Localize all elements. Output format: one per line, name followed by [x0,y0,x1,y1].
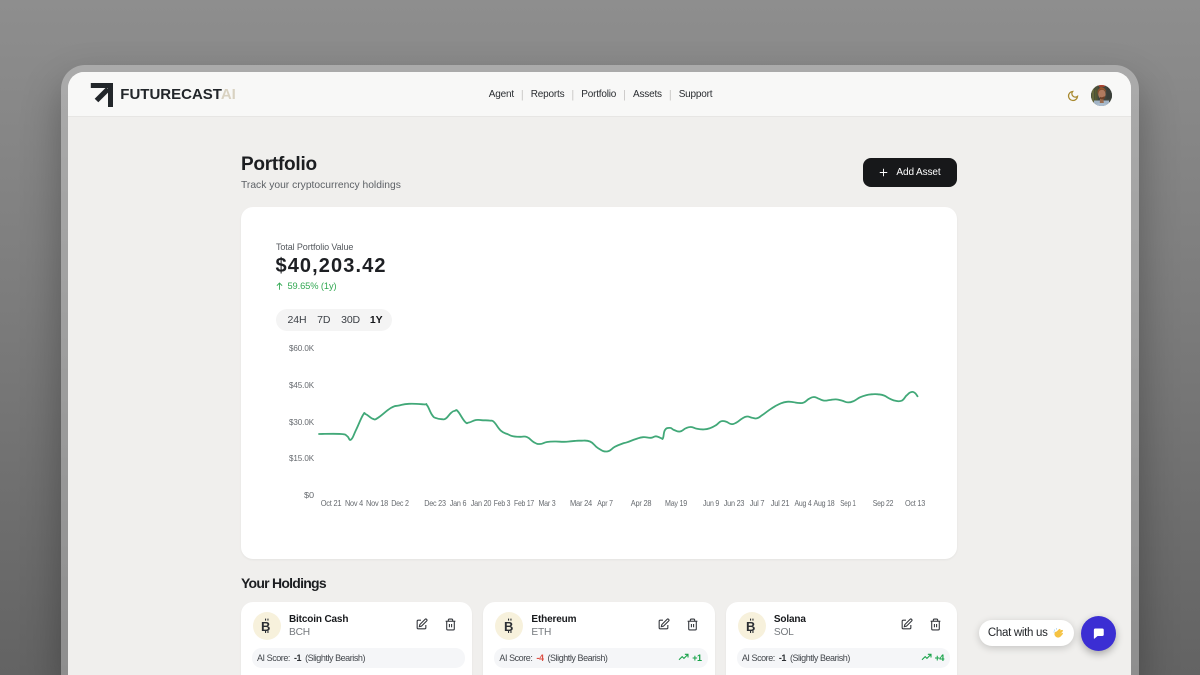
svg-text:Nov 18: Nov 18 [366,499,389,508]
svg-text:Aug 4: Aug 4 [794,499,812,508]
svg-text:Jan 6: Jan 6 [450,499,467,508]
svg-text:Jun 9: Jun 9 [703,499,720,508]
svg-text:May 19: May 19 [665,499,688,508]
svg-text:Apr 28: Apr 28 [631,499,652,508]
svg-text:$15.0K: $15.0K [289,453,314,463]
svg-text:$0: $0 [304,490,314,500]
svg-text:Jun 23: Jun 23 [724,499,745,508]
svg-text:Oct 13: Oct 13 [905,499,926,508]
svg-text:Feb 3: Feb 3 [494,499,511,508]
svg-text:Apr 7: Apr 7 [597,499,613,508]
svg-text:Nov 4: Nov 4 [345,499,364,508]
svg-text:Jan 20: Jan 20 [471,499,492,508]
svg-text:B: B [261,619,270,634]
svg-text:$30.0K: $30.0K [289,417,314,427]
svg-text:$60.0K: $60.0K [289,343,314,353]
svg-text:Mar 24: Mar 24 [570,499,593,508]
svg-text:Mar 3: Mar 3 [538,499,556,508]
svg-text:$45.0K: $45.0K [289,380,314,390]
svg-text:Oct 21: Oct 21 [321,499,342,508]
svg-text:Sep 22: Sep 22 [873,499,894,508]
svg-text:Jul 21: Jul 21 [771,499,790,508]
svg-text:Dec 2: Dec 2 [391,499,409,508]
svg-text:Jul 7: Jul 7 [750,499,765,508]
svg-text:B: B [746,619,755,634]
svg-text:Aug 18: Aug 18 [813,499,835,508]
svg-text:Feb 17: Feb 17 [514,499,535,508]
svg-text:Dec 23: Dec 23 [424,499,446,508]
svg-text:B: B [504,619,513,634]
svg-text:Sep 1: Sep 1 [840,499,856,508]
